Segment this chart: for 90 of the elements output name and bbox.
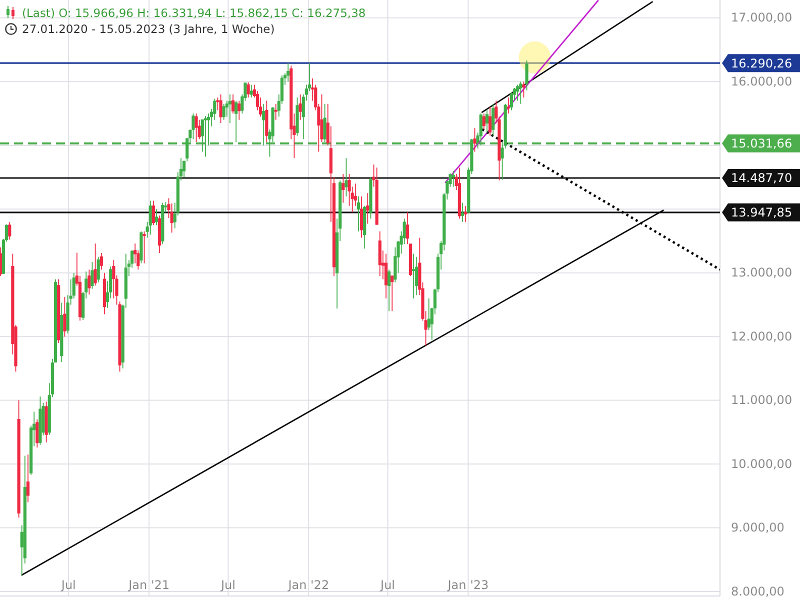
y-tick-label: 11.000,00 bbox=[731, 393, 792, 408]
candlestick bbox=[344, 158, 348, 197]
candlestick bbox=[369, 176, 372, 220]
candlestick bbox=[286, 62, 290, 82]
candlestick bbox=[192, 113, 195, 140]
candlestick bbox=[415, 256, 418, 296]
candlestick bbox=[298, 94, 302, 120]
candlestick bbox=[522, 81, 526, 98]
candlestick bbox=[516, 84, 520, 102]
candlestick bbox=[458, 167, 462, 220]
candlestick bbox=[231, 94, 235, 114]
ref-line-label: 15.031,66 bbox=[731, 136, 792, 151]
candlestick bbox=[265, 100, 268, 143]
candlestick bbox=[482, 113, 486, 130]
x-tick-label: Jul bbox=[380, 578, 395, 592]
candlestick bbox=[238, 100, 241, 120]
candlestick bbox=[378, 230, 382, 276]
candlestick bbox=[8, 222, 12, 240]
x-tick-label: Jul bbox=[220, 578, 236, 592]
x-tick-label: Jan '22 bbox=[287, 578, 330, 592]
candlestick bbox=[510, 92, 514, 111]
candlestick bbox=[519, 81, 522, 104]
ref-line-label: 13.947,85 bbox=[731, 206, 792, 220]
candlestick bbox=[375, 167, 378, 226]
candlestick bbox=[473, 128, 476, 152]
candlestick bbox=[152, 200, 155, 226]
candlestick bbox=[204, 116, 208, 158]
x-tick-label: Jan '21 bbox=[128, 578, 170, 592]
candlestick bbox=[384, 253, 388, 299]
candlestick bbox=[525, 60, 528, 91]
candlestick bbox=[38, 396, 42, 446]
y-tick-label: 8.000,00 bbox=[731, 584, 784, 598]
candlestick bbox=[102, 272, 106, 315]
y-tick-label: 9.000,00 bbox=[731, 520, 784, 535]
candlestick bbox=[57, 278, 60, 344]
candlestick bbox=[460, 202, 464, 222]
candlestick bbox=[262, 103, 266, 146]
ref-line-label: 16.290,26 bbox=[731, 56, 792, 70]
candlestick bbox=[479, 113, 482, 146]
candlestick bbox=[274, 103, 278, 120]
candlestick bbox=[488, 106, 492, 136]
candlestick bbox=[60, 302, 64, 363]
y-tick-label: 17.000,00 bbox=[731, 10, 792, 25]
candlestick bbox=[452, 170, 455, 188]
candlestick bbox=[360, 196, 364, 238]
candlestick bbox=[492, 103, 495, 136]
y-tick-label: 10.000,00 bbox=[731, 456, 792, 471]
candlestick bbox=[88, 269, 91, 295]
candlestick bbox=[222, 103, 226, 120]
candlestick bbox=[90, 262, 94, 290]
candlestick bbox=[194, 113, 198, 143]
candlestick bbox=[246, 82, 250, 98]
candlestick bbox=[96, 256, 100, 283]
candlestick bbox=[161, 202, 164, 245]
candlestick bbox=[388, 269, 391, 312]
candlestick bbox=[464, 205, 468, 222]
candlestick bbox=[36, 418, 39, 448]
candlestick bbox=[485, 110, 489, 134]
y-tick-label: 13.000,00 bbox=[731, 266, 792, 280]
candlestick bbox=[323, 103, 326, 143]
candlestick bbox=[390, 276, 394, 312]
candlestick bbox=[140, 230, 143, 264]
candlestick bbox=[296, 97, 299, 136]
candlestick bbox=[234, 100, 238, 143]
x-tick-label: Jan '23 bbox=[446, 578, 489, 592]
ref-line-label: 14.487,70 bbox=[731, 171, 792, 186]
candlestick bbox=[219, 94, 222, 124]
candlestick bbox=[154, 208, 158, 226]
candlestick bbox=[63, 296, 66, 338]
candlestick bbox=[412, 253, 416, 299]
y-tick-label: 16.000,00 bbox=[731, 74, 792, 88]
candlestick bbox=[506, 97, 510, 114]
candlestick bbox=[44, 401, 48, 443]
candlestick bbox=[17, 400, 20, 518]
candlestick bbox=[363, 205, 366, 250]
candlestick bbox=[100, 252, 103, 270]
candlestick bbox=[366, 192, 370, 224]
candlestick bbox=[342, 174, 345, 204]
candlestick bbox=[142, 230, 146, 264]
text: (Last) O: 15.966,96 H: 16.331,94 L: 15.862,15 C: 16.275,38 bbox=[22, 6, 366, 20]
candlestick bbox=[158, 215, 162, 254]
text: 27.01.2020 - 15.05.2023 (3 Jahre, 1 Woche) bbox=[22, 22, 275, 36]
x-tick-label: Jul bbox=[60, 578, 76, 592]
candlestick bbox=[250, 84, 253, 98]
candlestick bbox=[356, 196, 360, 232]
candlestick bbox=[228, 94, 232, 124]
candlestick bbox=[94, 243, 97, 286]
candlestick bbox=[26, 454, 30, 503]
y-tick-label: 12.000,00 bbox=[731, 329, 792, 344]
candlestick bbox=[148, 200, 152, 236]
